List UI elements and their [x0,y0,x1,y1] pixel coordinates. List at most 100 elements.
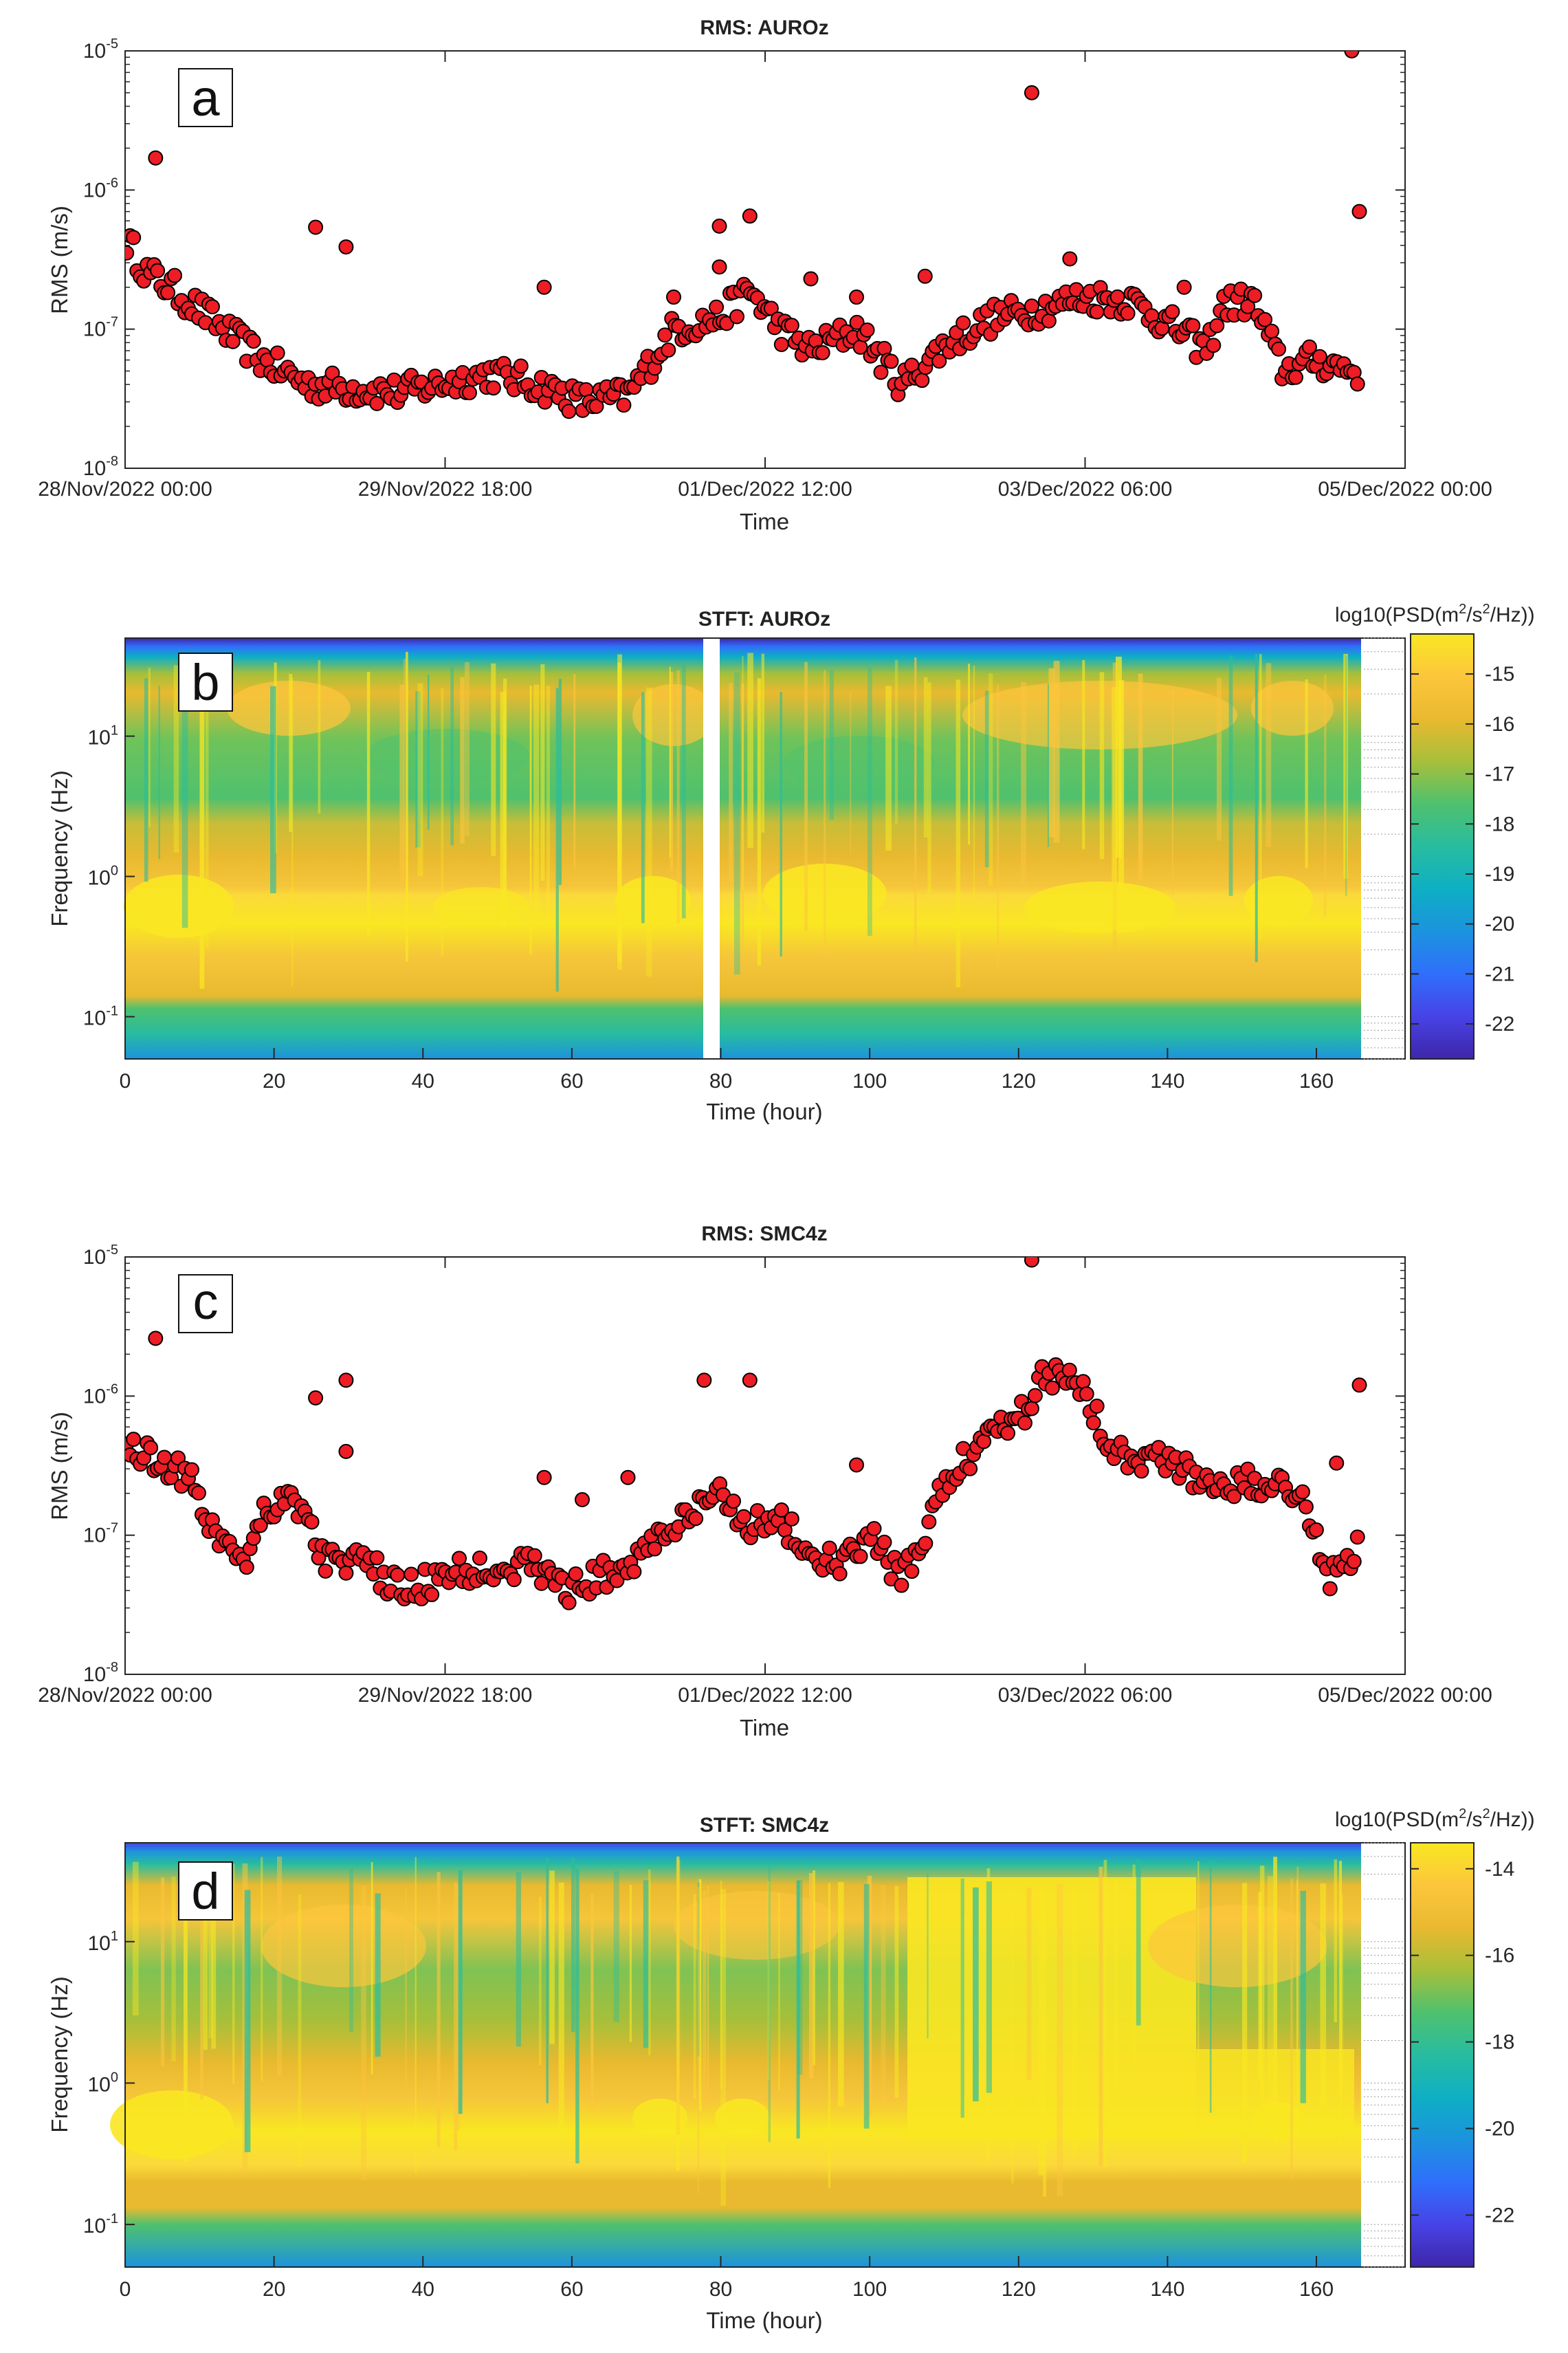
psd-streak [960,1879,964,2118]
colorbar-tick-label: -20 [1485,2118,1514,2141]
psd-streak [1273,1857,1277,2145]
psd-streak [1053,661,1060,843]
psd-streak [1340,1894,1343,2086]
data-point [308,1390,324,1406]
psd-streak [1138,673,1143,880]
data-point [883,353,899,369]
colorbar-label-b: log10(PSD(m2/s2/Hz)) [1335,602,1535,626]
panel-letter-b: b [191,654,219,711]
x-tick-label: 100 [852,2278,887,2301]
data-point [1247,287,1263,303]
psd-streak [590,1894,594,2112]
psd-streak [629,1885,632,2042]
psd-streak [676,1859,681,2135]
psd-streak [813,1870,815,2066]
colorbar-tick-label: -19 [1485,863,1514,886]
data-point [661,342,676,358]
psd-streak [1209,1859,1212,2113]
psd-streak [158,686,160,860]
ylabel-b: Frequency (Hz) [47,770,72,926]
psd-streak [558,679,562,885]
psd-streak [1197,1861,1200,2069]
spectrogram-d [110,1843,1405,2267]
data-point [126,230,142,245]
psd-streak [558,1882,564,2134]
psd-streak [261,1857,263,2081]
data-point [1322,1581,1338,1597]
psd-streak [1098,1866,1103,2166]
data-point [719,316,735,331]
x-tick-label: 01/Dec/2022 12:00 [678,1684,852,1707]
xlabel-c: Time [740,1715,789,1740]
psd-streak [1241,1883,1248,2163]
data-point [1185,318,1201,333]
x-tick-label: 29/Nov/2022 18:00 [358,478,533,501]
psd-streak [733,672,740,975]
psd-streak [546,1857,549,2103]
colorbar-tick-label: -17 [1485,763,1514,786]
data-point [1109,289,1125,305]
axes-b [124,637,1406,1060]
psd-streak [171,1876,176,2062]
psd-blob [364,729,529,784]
psd-streak [1228,655,1233,896]
psd-blob [632,684,715,746]
x-tick-label: 80 [709,2278,732,2301]
psd-streak [1043,1892,1047,2197]
data-point [1000,1425,1016,1441]
data-point [917,268,933,284]
psd-streak [211,1890,217,2049]
psd-streak [1216,678,1222,841]
data-point [626,1564,642,1579]
psd-streak [669,666,671,857]
psd-streak [244,1890,251,2152]
psd-streak [997,684,1000,968]
y-tick-label: 10-5 [83,36,118,63]
psd-streak [276,1857,283,2077]
psd-streak [676,670,680,924]
data-point [696,1372,712,1388]
psd-streak [956,679,961,987]
data-point [616,397,632,413]
data-point [461,385,477,401]
x-tick-label: 120 [1002,2278,1036,2301]
data-gap [703,638,720,1059]
psd-streak [1258,1892,1262,2079]
psd-blob [615,876,691,926]
psd-streak [986,1881,992,2093]
xlabel-d: Time (hour) [706,2308,822,2333]
data-point [849,314,865,330]
data-point [773,336,789,352]
data-point [1079,1386,1094,1402]
data-point [784,318,799,333]
ylabel-d: Frequency (Hz) [47,1976,72,2132]
data-point [1024,1257,1039,1268]
psd-streak [199,677,205,989]
psd-streak [1296,1866,1299,2037]
colorbar-tick-label: -22 [1485,1013,1514,1036]
y-tick-label: 10-7 [83,1521,118,1547]
data-point [1344,51,1360,58]
x-tick-label: 40 [412,1070,434,1093]
data-point [126,1432,142,1447]
data-point [148,150,164,166]
psd-streak [1296,1879,1299,2136]
psd-blob [261,1905,426,1987]
y-tick-label: 100 [88,864,119,890]
psd-streak [720,1881,722,2089]
y-tick-label: 101 [88,723,119,749]
data-point [1027,1388,1043,1403]
data-point [956,315,971,331]
psd-blob [227,681,351,736]
colorbar-tick-label: -20 [1485,913,1514,936]
psd-streak [549,1870,555,2044]
psd-streak [1259,1865,1265,2121]
x-tick-label: 160 [1299,1070,1334,1093]
psd-streak [645,687,652,977]
psd-streak [676,1857,680,2171]
x-tick-label: 0 [120,2278,131,2301]
panel-letter-a: a [191,69,220,127]
psd-streak [270,686,276,894]
panel-c: RMS: SMC4z 10-8 10-7 10-6 10-5 28/Nov/2022 … [38,1223,1492,1740]
psd-streak [641,692,645,923]
